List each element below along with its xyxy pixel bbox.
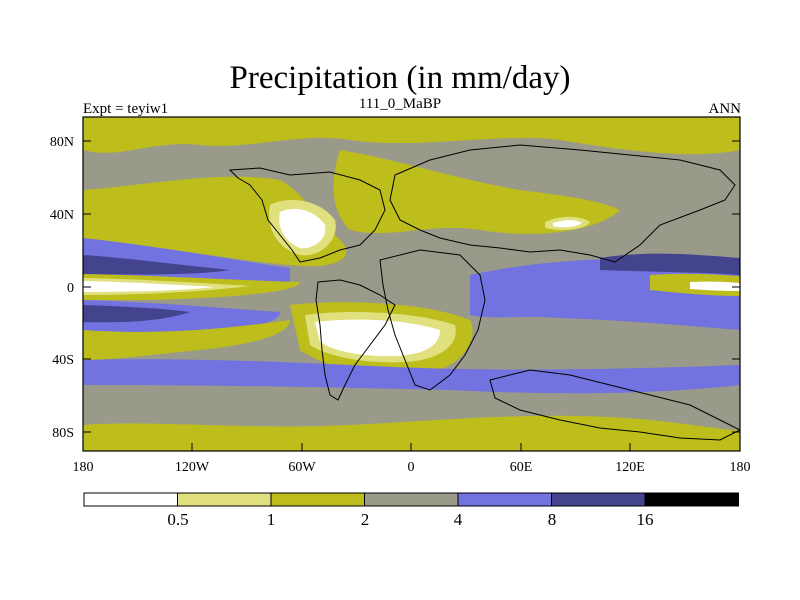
colorbar: [83, 492, 739, 507]
colorbar-label-0-5: 0.5: [167, 510, 188, 529]
na-dry-white: [279, 208, 326, 249]
colorbar-labels: 0.5 1 2 4 8 16: [167, 510, 653, 529]
x-label-180e: 180: [730, 460, 751, 475]
colorbar-box-1: [177, 492, 272, 507]
colorbar-label-16: 16: [637, 510, 654, 529]
precipitation-field: [83, 117, 740, 451]
y-tick-marks: [83, 140, 740, 433]
y-label-40s: 40S: [52, 353, 74, 368]
west-pacific-navy: [600, 253, 740, 275]
experiment-label: Expt = teyiw1: [83, 101, 169, 117]
antarctic-olive: [83, 415, 740, 451]
coast-south-america: [315, 279, 396, 401]
arctic-band: [83, 117, 740, 155]
x-label-180w: 180: [73, 460, 94, 475]
x-label-60e: 60E: [510, 460, 533, 475]
colorbar-box-0: [83, 492, 178, 507]
north-navy-band: [83, 255, 230, 275]
y-label-40n: 40N: [50, 208, 74, 223]
x-tick-marks: [82, 443, 741, 451]
time-label: 111_0_MaBP: [358, 96, 442, 112]
colorbar-box-6: [644, 492, 739, 507]
colorbar-label-8: 8: [548, 510, 557, 529]
coast-north-america: [228, 167, 386, 263]
colorbar-box-5: [551, 492, 646, 507]
y-label-80n: 80N: [50, 135, 74, 150]
asia-spot-white: [553, 220, 582, 228]
coast-africa: [379, 249, 486, 391]
colorbar-label-1: 1: [267, 510, 276, 529]
north-pacific-olive: [83, 176, 347, 267]
x-label-120w: 120W: [175, 460, 210, 475]
colorbar-label-4: 4: [454, 510, 463, 529]
map-title: Precipitation (in mm/day): [229, 60, 571, 96]
y-label-0: 0: [67, 281, 74, 296]
season-label: ANN: [708, 101, 742, 117]
colorbar-label-2: 2: [361, 510, 370, 529]
x-label-120e: 120E: [615, 460, 645, 475]
colorbar-box-3: [364, 492, 459, 507]
colorbar-box-4: [457, 492, 552, 507]
colorbar-box-2: [270, 492, 365, 507]
coastlines: [228, 144, 740, 441]
coast-eurasia: [389, 144, 736, 263]
east-pacific-white: [690, 281, 740, 291]
x-label-0: 0: [408, 460, 415, 475]
x-label-60w: 60W: [288, 460, 316, 475]
equator-white: [83, 281, 215, 292]
south-olive-band: [83, 320, 290, 360]
coast-india-australia: [489, 369, 740, 441]
south-navy-band: [83, 305, 190, 323]
y-label-80s: 80S: [52, 426, 74, 441]
south-dry-white: [315, 319, 440, 357]
